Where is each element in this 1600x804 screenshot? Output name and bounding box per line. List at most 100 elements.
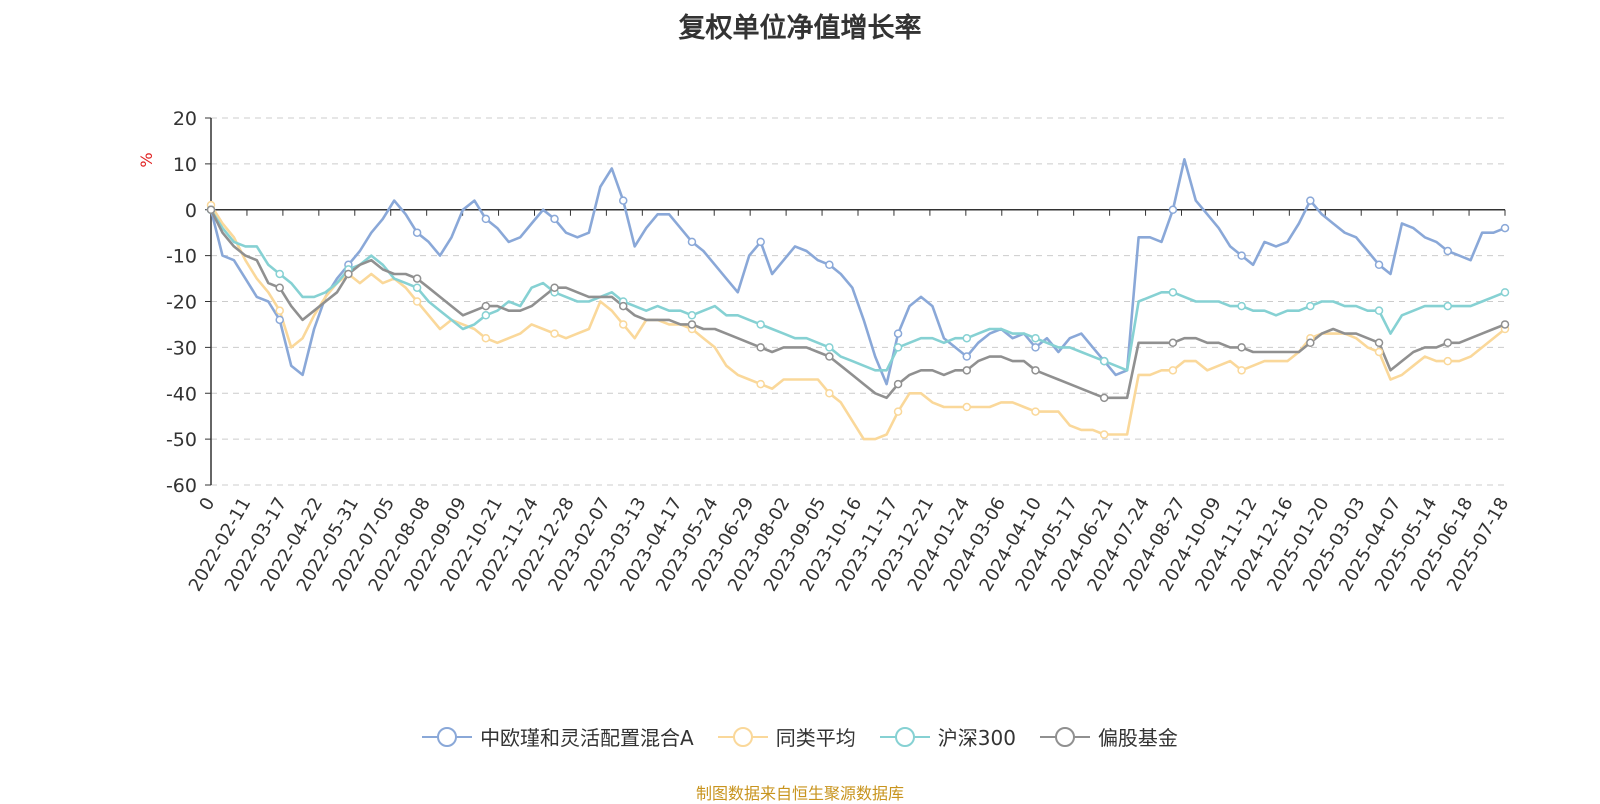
data-point bbox=[1031, 366, 1040, 375]
series-line-3 bbox=[209, 209, 1506, 400]
data-point bbox=[618, 196, 628, 205]
data-point bbox=[1306, 338, 1315, 348]
y-tick-label: -40 bbox=[166, 383, 197, 405]
data-point bbox=[1443, 338, 1452, 348]
data-point bbox=[275, 283, 284, 292]
legend-label: 同类平均 bbox=[775, 726, 856, 750]
data-point bbox=[1443, 246, 1452, 256]
data-point bbox=[1168, 288, 1178, 297]
data-point bbox=[1237, 366, 1246, 375]
data-point bbox=[1500, 223, 1510, 233]
data-point bbox=[962, 333, 972, 343]
data-point bbox=[275, 269, 284, 279]
data-point bbox=[962, 402, 972, 412]
y-tick-label: 10 bbox=[173, 154, 197, 176]
data-point bbox=[1237, 251, 1246, 260]
y-tick-label: -10 bbox=[166, 246, 197, 268]
data-point bbox=[481, 333, 491, 343]
data-point bbox=[1500, 288, 1510, 297]
data-point bbox=[1374, 260, 1384, 270]
data-point bbox=[687, 311, 697, 320]
data-point bbox=[550, 214, 559, 224]
data-point bbox=[962, 352, 972, 361]
data-point bbox=[618, 301, 628, 311]
x-tick-label: 0 bbox=[195, 494, 219, 514]
legend-swatch-icon bbox=[1039, 726, 1090, 747]
y-tick-label: 20 bbox=[173, 108, 197, 130]
data-point bbox=[1443, 356, 1452, 366]
legend-label: 沪深300 bbox=[937, 726, 1016, 750]
data-point bbox=[412, 274, 422, 283]
legend-item-0[interactable]: 中欧瑾和灵活配置混合A bbox=[422, 722, 694, 751]
data-point bbox=[1168, 366, 1178, 375]
legend-swatch-icon bbox=[879, 726, 930, 747]
data-point bbox=[825, 343, 834, 352]
data-point bbox=[962, 366, 972, 375]
data-point bbox=[1374, 338, 1384, 348]
data-point bbox=[893, 343, 903, 352]
data-point bbox=[412, 283, 422, 292]
data-point bbox=[1168, 205, 1178, 214]
data-point bbox=[1374, 306, 1384, 315]
data-point bbox=[275, 315, 284, 325]
data-point bbox=[1237, 301, 1246, 311]
series-markers bbox=[206, 196, 1510, 439]
legend-label: 中欧瑾和灵活配置混合A bbox=[480, 726, 694, 750]
axes: 20100-10-20-30-40-50-6002022-02-112022-0… bbox=[166, 108, 1513, 595]
legend-item-2[interactable]: 沪深300 bbox=[879, 722, 1016, 751]
data-point bbox=[893, 379, 903, 389]
y-tick-label: -50 bbox=[166, 429, 197, 451]
legend-swatch-icon bbox=[422, 726, 473, 747]
data-point bbox=[550, 283, 559, 292]
grid-lines bbox=[211, 117, 1505, 486]
y-tick-label: 0 bbox=[185, 200, 197, 222]
data-point bbox=[481, 214, 491, 224]
data-point bbox=[481, 311, 491, 320]
data-point bbox=[1443, 301, 1452, 311]
line-chart: 20100-10-20-30-40-50-6002022-02-112022-0… bbox=[137, 108, 1513, 595]
source-note: 制图数据来自恒生聚源数据库 bbox=[695, 784, 904, 803]
series-line-0 bbox=[209, 158, 1506, 386]
chart-title: 复权单位净值增长率 bbox=[678, 13, 922, 44]
data-point bbox=[412, 297, 422, 306]
y-tick-label: -60 bbox=[166, 475, 197, 497]
legend-item-3[interactable]: 偏股基金 bbox=[1039, 722, 1178, 751]
data-point bbox=[275, 306, 284, 315]
data-point bbox=[1306, 301, 1315, 311]
legend: 中欧瑾和灵活配置混合A 同类平均 沪深300 偏股基金 bbox=[0, 722, 1600, 751]
data-point bbox=[206, 205, 216, 214]
data-point bbox=[756, 379, 765, 389]
data-point bbox=[1237, 343, 1246, 352]
data-point bbox=[893, 329, 903, 338]
series-lines bbox=[209, 158, 1506, 441]
data-point bbox=[756, 343, 765, 352]
legend-label: 偏股基金 bbox=[1097, 726, 1178, 750]
data-point bbox=[1099, 356, 1109, 366]
data-point bbox=[825, 389, 834, 398]
data-point bbox=[1374, 347, 1384, 357]
data-point bbox=[687, 320, 697, 329]
y-tick-label: -30 bbox=[166, 337, 197, 359]
data-point bbox=[481, 301, 491, 311]
series-line-1 bbox=[209, 204, 1506, 441]
data-point bbox=[687, 237, 697, 247]
data-point bbox=[756, 237, 765, 247]
data-point bbox=[1099, 393, 1109, 403]
data-point bbox=[1031, 407, 1040, 416]
data-point bbox=[1306, 196, 1315, 205]
data-point bbox=[825, 260, 834, 270]
series-line-2 bbox=[209, 209, 1506, 372]
data-point bbox=[1099, 430, 1109, 439]
data-point bbox=[550, 329, 559, 338]
data-point bbox=[1031, 333, 1040, 343]
legend-item-1[interactable]: 同类平均 bbox=[717, 722, 856, 751]
data-point bbox=[344, 269, 353, 279]
legend-swatch-icon bbox=[717, 726, 768, 747]
data-point bbox=[1031, 343, 1040, 352]
data-point bbox=[412, 228, 422, 237]
data-point bbox=[756, 320, 765, 329]
y-tick-label: -20 bbox=[166, 292, 197, 314]
data-point bbox=[893, 407, 903, 416]
data-point bbox=[618, 320, 628, 329]
data-point bbox=[1500, 320, 1510, 329]
